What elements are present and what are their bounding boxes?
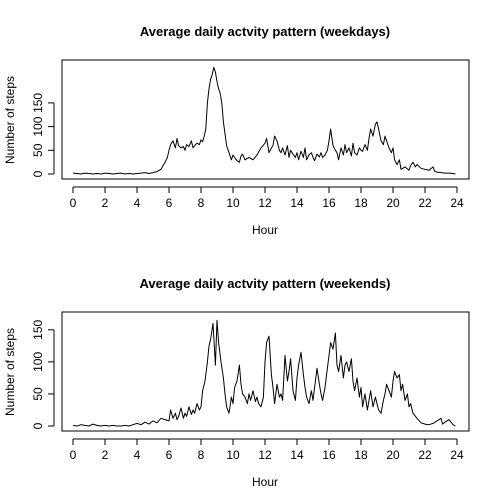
x-tick-label: 24 [450,196,464,210]
x-tick-label: 14 [290,448,304,462]
x-axis: 0 2 4 6 8 10 12 14 16 18 20 22 24 [70,438,464,462]
x-tick-label: 12 [258,196,272,210]
y-axis: 0 50 100 150 [31,93,55,177]
x-tick-label: 24 [450,448,464,462]
x-tick-label: 12 [258,448,272,462]
x-tick-label: 18 [354,448,368,462]
y-tick-label: 100 [31,352,45,372]
chart-title: Average daily actvity pattern (weekdays) [140,24,390,39]
x-tick-label: 4 [134,448,141,462]
series-line [72,319,456,427]
x-tick-label: 18 [354,196,368,210]
x-tick-label: 22 [418,196,432,210]
x-axis-label: Hour [252,223,278,237]
chart-title: Average daily actvity pattern (weekends) [140,276,391,291]
x-tick-label: 14 [290,196,304,210]
x-tick-label: 20 [386,196,400,210]
plot-frame [61,311,470,432]
x-tick-label: 10 [226,196,240,210]
y-axis-label: Number of steps [3,328,17,416]
x-tick-label: 8 [198,448,205,462]
x-axis: 0 2 4 6 8 10 12 14 16 18 20 22 24 [70,186,464,210]
x-tick-label: 6 [166,448,173,462]
x-tick-label: 16 [322,448,336,462]
weekends-chart: Average daily actvity pattern (weekends)… [3,276,470,489]
y-tick-label: 0 [31,170,45,177]
x-tick-label: 22 [418,448,432,462]
x-tick-label: 4 [134,196,141,210]
y-axis-label: Number of steps [3,76,17,164]
series-line [72,66,456,175]
plot-frame [61,59,470,180]
x-tick-label: 16 [322,196,336,210]
y-axis: 0 50 100 150 [31,319,55,429]
weekdays-chart: Average daily actvity pattern (weekdays)… [3,24,470,237]
x-tick-label: 10 [226,448,240,462]
y-tick-label: 50 [31,387,45,401]
x-tick-label: 8 [198,196,205,210]
x-tick-label: 20 [386,448,400,462]
y-tick-label: 150 [31,319,45,339]
x-axis-label: Hour [252,475,278,489]
x-tick-label: 2 [102,196,109,210]
y-tick-label: 0 [31,422,45,429]
x-tick-label: 0 [70,448,77,462]
x-tick-label: 2 [102,448,109,462]
y-tick-label: 100 [31,116,45,136]
y-tick-label: 50 [31,143,45,157]
y-tick-label: 150 [31,93,45,113]
x-tick-label: 6 [166,196,173,210]
x-tick-label: 0 [70,196,77,210]
